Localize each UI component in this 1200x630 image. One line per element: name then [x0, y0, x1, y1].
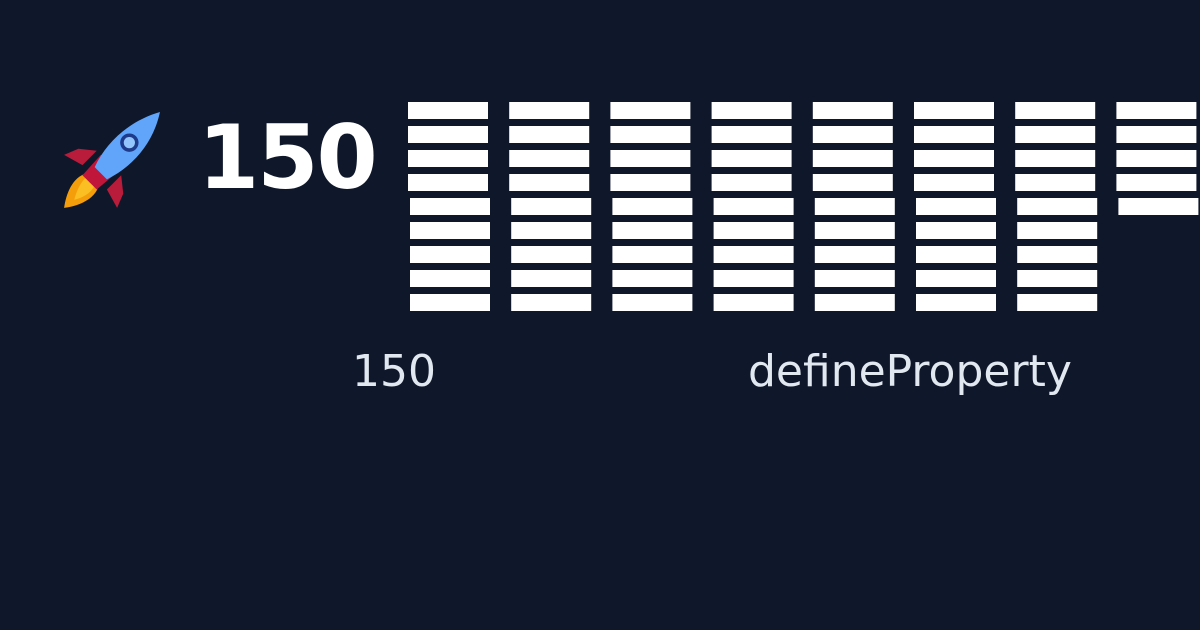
stripe-bar — [1015, 126, 1096, 143]
stripe-bar — [1017, 270, 1098, 287]
stripe-bar — [1015, 150, 1096, 167]
stripe-bar — [1118, 198, 1199, 215]
stripe-bar — [814, 270, 895, 287]
stripe-bar — [916, 270, 996, 287]
stripe-bar — [511, 294, 592, 311]
stripe-bar — [408, 126, 488, 143]
stripe-bar — [612, 246, 693, 263]
stripe-bar — [814, 222, 895, 239]
stripe-bar — [812, 126, 893, 143]
stripe-bar — [713, 198, 794, 215]
stripe-bar — [410, 198, 490, 215]
stripe-bar — [410, 294, 490, 311]
stripe-bar — [612, 198, 693, 215]
stripe-bar — [610, 102, 691, 119]
stripe-bar — [914, 150, 994, 167]
stripe-bar — [1017, 198, 1098, 215]
stripe-bar — [1017, 222, 1098, 239]
stripe-bar — [812, 102, 893, 119]
stripe-bar — [711, 102, 792, 119]
stripe-bar — [916, 246, 996, 263]
stripe-bar — [410, 270, 490, 287]
stripe-bar — [610, 126, 691, 143]
stripe-bar — [1017, 246, 1098, 263]
stripe-bar — [916, 294, 996, 311]
stripe-bar — [711, 174, 792, 191]
stripe-bar — [812, 174, 893, 191]
stripe-bar — [814, 198, 895, 215]
stripe-bar — [814, 246, 895, 263]
stripe-bar — [1015, 102, 1096, 119]
stripe-bar — [509, 102, 590, 119]
headline-count: 150 — [198, 106, 378, 209]
stripe-bar — [814, 294, 895, 311]
stripe-bar — [408, 102, 488, 119]
stripe-bar — [711, 150, 792, 167]
stripe-bar — [509, 150, 590, 167]
stripe-bar — [410, 246, 490, 263]
caption-method: defineProperty — [748, 346, 1072, 397]
stripe-bar — [509, 174, 590, 191]
stripe-bar — [812, 150, 893, 167]
caption-count: 150 — [352, 346, 436, 397]
stripe-bar — [1116, 174, 1197, 191]
stripe-bar — [1116, 150, 1197, 167]
stripe-bar — [1015, 174, 1096, 191]
stripe-bar — [511, 270, 592, 287]
stripe-bar — [914, 126, 994, 143]
stripe-bar — [916, 198, 996, 215]
stripe-bar — [610, 174, 691, 191]
stripe-bar — [916, 222, 996, 239]
stripe-bar — [713, 246, 794, 263]
stripe-bar — [713, 294, 794, 311]
stripe-bar — [511, 198, 592, 215]
stripe-bar — [914, 174, 994, 191]
stripe-bar — [612, 270, 693, 287]
stripe-bar — [511, 246, 592, 263]
stripe-bar — [1116, 126, 1197, 143]
stripe-bar — [509, 126, 590, 143]
stripe-bar — [1017, 294, 1098, 311]
stripe-bar — [610, 150, 691, 167]
stripe-bar — [711, 126, 792, 143]
stripe-bar — [1116, 102, 1197, 119]
stripe-bar — [408, 150, 488, 167]
stripe-bar — [408, 174, 488, 191]
stripe-bar — [713, 270, 794, 287]
stripe-bar — [410, 222, 490, 239]
stripe-bar — [914, 102, 994, 119]
stripe-bar — [612, 222, 693, 239]
stripe-bar — [511, 222, 592, 239]
stripe-bar — [713, 222, 794, 239]
rocket-icon — [64, 112, 160, 208]
stripe-bar — [612, 294, 693, 311]
